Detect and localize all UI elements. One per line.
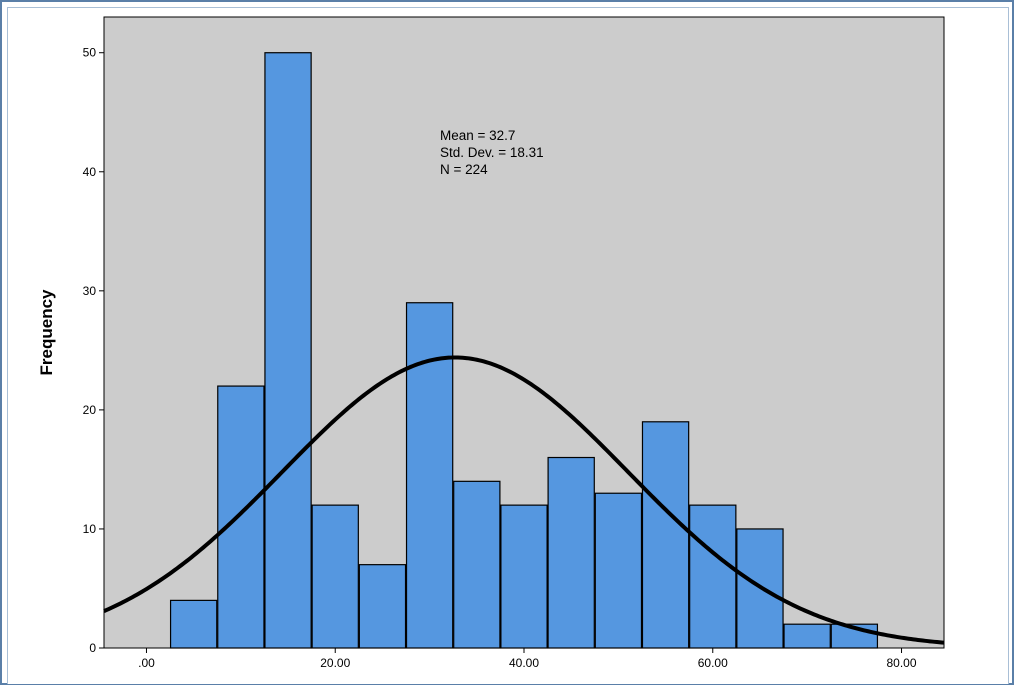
y-tick-label-2: 20: [83, 403, 97, 417]
y-tick-label-0: 0: [89, 641, 96, 655]
histogram-bar-5: [405, 302, 454, 649]
histogram-bar-6: [453, 480, 501, 649]
y-tick-label-1: 10: [83, 522, 97, 536]
x-tick-label-0: .00: [138, 656, 155, 670]
bars-group: [169, 52, 879, 649]
y-tick-label-5: 50: [83, 46, 97, 60]
histogram-bar-0: [169, 599, 218, 649]
histogram-bar-11: [689, 504, 737, 649]
y-tick-label-3: 30: [83, 284, 97, 298]
stat-mean: Mean = 32.7: [440, 128, 515, 143]
y-axis: 0 10 20 30 40 50: [83, 46, 104, 655]
normal-curve: [103, 355, 945, 645]
x-tick-label-2: 40.00: [509, 656, 539, 670]
histogram-bar-1: [217, 385, 265, 649]
histogram-bar-4: [358, 564, 407, 649]
histogram-bar-10: [641, 421, 690, 649]
histogram-bar-3: [311, 504, 359, 649]
histogram-bar-9: [594, 492, 643, 649]
x-tick-label-1: 20.00: [320, 656, 350, 670]
x-tick-label-4: 80.00: [887, 656, 917, 670]
histogram-bar-2: [264, 52, 312, 649]
y-tick-label-4: 40: [83, 165, 97, 179]
histogram-bar-7: [500, 504, 548, 649]
stat-std-dev: Std. Dev. = 18.31: [440, 145, 544, 160]
y-axis-label: Frequency: [37, 289, 56, 376]
stat-n: N = 224: [440, 162, 488, 177]
histogram-bar-13: [783, 623, 831, 649]
x-axis: .00 20.00 40.00 60.00 80.00: [138, 648, 917, 670]
x-tick-label-3: 60.00: [698, 656, 728, 670]
histogram-bar-8: [547, 456, 595, 649]
